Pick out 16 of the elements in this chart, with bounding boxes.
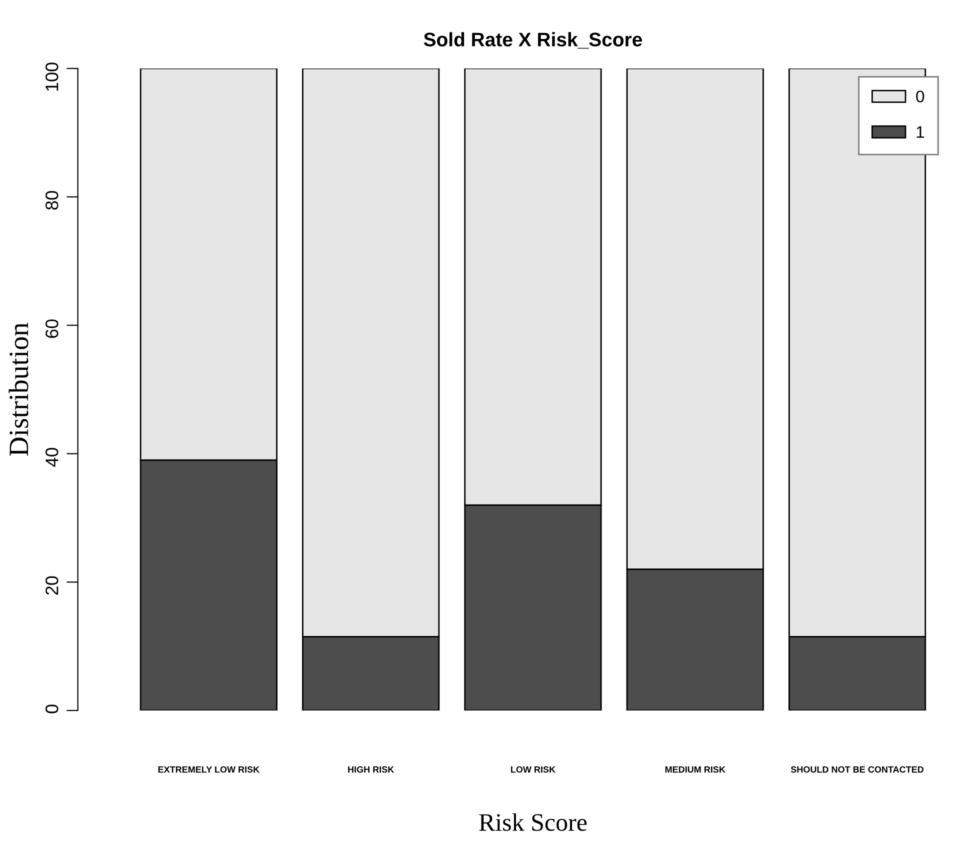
x-tick-label: LOW RISK [511,766,556,773]
y-axis-title: Distribution [8,322,28,456]
y-tick-label: 40 [46,448,58,467]
legend-label: 1 [916,126,924,138]
legend-label: 0 [916,90,924,102]
y-tick-label: 80 [46,191,58,210]
x-axis-title: Risk Score [479,813,587,831]
x-tick-label: MEDIUM RISK [665,766,726,773]
chart-title: Sold Rate X Risk_Score [424,32,642,49]
y-tick-label: 100 [46,62,58,91]
x-tick-label: EXTREMELY LOW RISK [158,766,260,773]
x-tick-label: SHOULD NOT BE CONTACTED [790,766,924,773]
y-tick-label: 60 [46,319,58,338]
x-tick-label: HIGH RISK [348,766,394,773]
y-tick-label: 20 [46,576,58,595]
y-tick-label: 0 [46,704,58,714]
